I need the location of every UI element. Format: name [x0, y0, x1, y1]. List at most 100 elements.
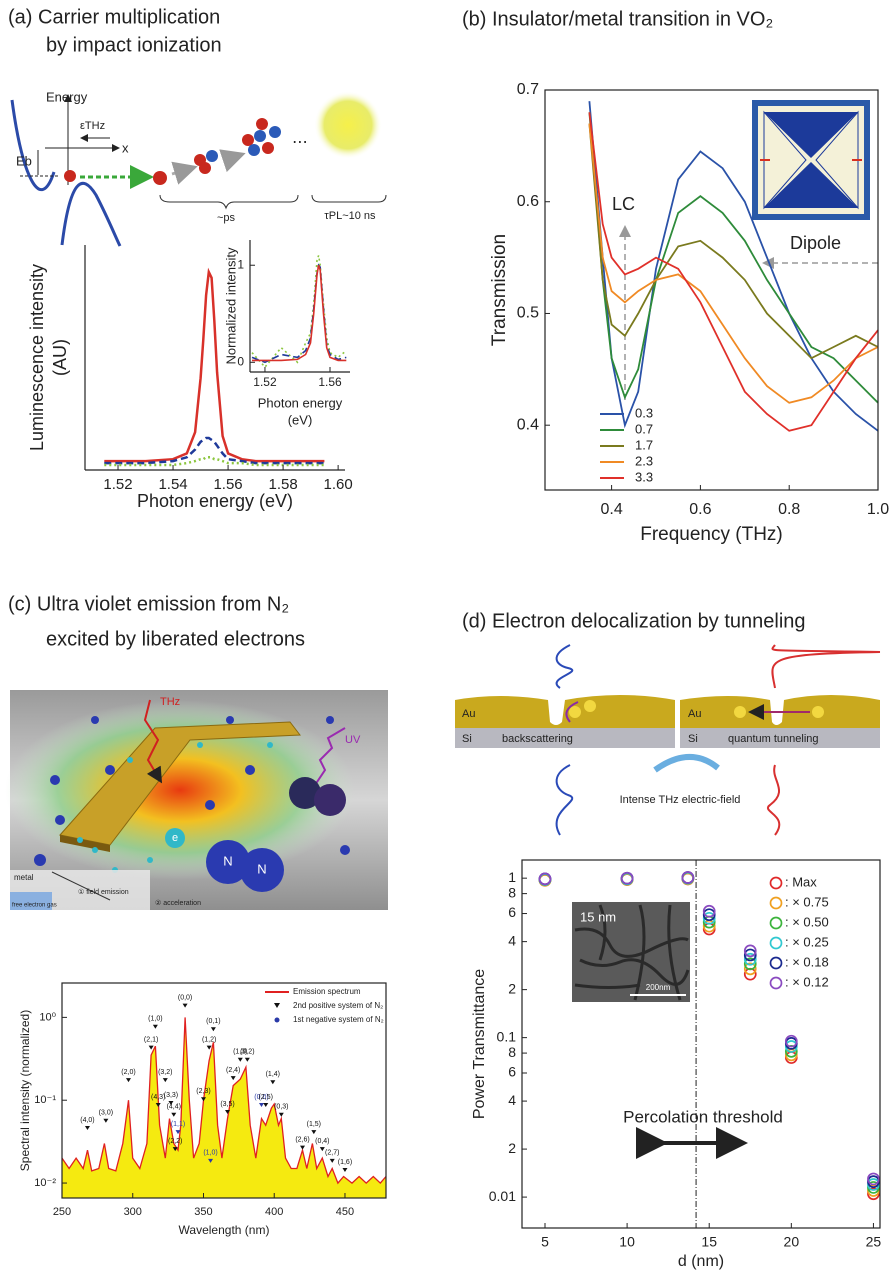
peak-label: (0,4) [315, 1138, 329, 1145]
y-tick-label: 6 [508, 1064, 516, 1080]
sem-texture [574, 904, 690, 1001]
gold-layer [680, 695, 880, 728]
diagram-label: x [122, 140, 129, 155]
legend-swatch [274, 1003, 280, 1008]
plot-frame [544, 89, 879, 491]
data-point [702, 904, 716, 918]
y-tick-label: 0.5 [517, 305, 539, 322]
peak-marker [225, 1110, 231, 1115]
thz-wave [555, 764, 574, 836]
peak-label: (2,2) [168, 1138, 182, 1145]
cascade-arrow [171, 161, 198, 185]
legend-label: 0.7 [635, 421, 653, 436]
x-tick-label: 0.4 [600, 501, 622, 518]
metal-block [10, 892, 52, 910]
series-line [588, 123, 879, 404]
peak-label: (0,0) [254, 1094, 268, 1101]
series-line [104, 436, 325, 465]
peak-label: (4,4) [167, 1104, 181, 1111]
molecule [240, 848, 284, 892]
peak-label: (4,3) [151, 1094, 165, 1101]
impact-ionization-diagram: Energy εTHz x Eb ⋯ ~ps τPL~10 ns [10, 89, 387, 247]
y-tick-label: 4 [508, 1092, 516, 1108]
x-tick-label: 1.58 [268, 476, 297, 493]
x-axis-label: Wavelength (nm) [179, 1223, 270, 1237]
carrier [153, 171, 167, 185]
peak-marker [171, 1112, 177, 1117]
brace [311, 194, 387, 203]
silicon-layer [680, 728, 880, 748]
y-tick-label: 0.1 [497, 1028, 517, 1044]
molecule [289, 777, 321, 809]
legend-swatch [274, 1017, 280, 1023]
illustration-label: free electron gas [12, 903, 57, 909]
x-tick-label: 250 [53, 1206, 71, 1218]
peak-label: (1,6) [338, 1159, 352, 1166]
annotation: Dipole [790, 233, 841, 253]
electron [165, 828, 185, 848]
data-point [867, 1187, 880, 1201]
panel-title: (c) Ultra violet emission from N₂ [8, 593, 289, 615]
charts: 1.52 1.54 1.56 1.58 1.60 Photon energy (eV) Lu… [18, 81, 889, 1270]
peak-label: (2,7) [325, 1150, 339, 1157]
x-tick-label: 1.0 [867, 501, 889, 518]
annotation: LC [612, 194, 635, 214]
y-tick-label: 1 [237, 257, 244, 271]
brace [159, 194, 299, 210]
diagram-label: τPL~10 ns [324, 210, 376, 222]
peak-label: (0,2) [240, 1049, 254, 1056]
potential-curve [60, 181, 122, 247]
legend-label: : × 0.50 [785, 914, 829, 929]
peak-label: (2,3) [196, 1088, 210, 1095]
diagram-label: Si [462, 733, 472, 745]
legend-label: : × 0.25 [785, 934, 829, 949]
diagram-label: Au [688, 708, 701, 720]
carrier [269, 126, 281, 138]
peak-label: (1,3) [233, 1049, 247, 1056]
peak-label: (1,5) [307, 1121, 321, 1128]
peak-label: (0,0) [178, 994, 192, 1001]
electron [812, 706, 824, 718]
x-tick-label: 350 [194, 1206, 212, 1218]
electron [734, 706, 746, 718]
emission-illustration: THz UV e N N metal free electron gas ① f… [5, 690, 388, 910]
panel-title: (b) Insulator/metal transition in VO₂ [462, 8, 773, 30]
legend-label: : × 0.18 [785, 954, 829, 969]
illustration-label: THz [160, 696, 180, 708]
illustration-label: ① field emission [78, 888, 129, 896]
peak-marker [258, 1103, 264, 1108]
x-tick-label: 1.52 [103, 476, 132, 493]
gold-layer [455, 695, 675, 728]
peak-label: (4,0) [80, 1117, 94, 1124]
annotation: Percolation threshold [623, 1107, 783, 1126]
y-tick-label: 2 [508, 980, 516, 996]
y-tick-label: 10⁻² [34, 1177, 56, 1189]
diagram-label: Au [462, 708, 475, 720]
diagram-label: Eb [16, 153, 32, 168]
peak-marker [230, 1076, 236, 1081]
peak-label: (0,1) [206, 1018, 220, 1025]
y-tick-label: 0.7 [517, 81, 539, 98]
peak-marker [210, 1027, 216, 1032]
peak-marker [319, 1147, 325, 1152]
carrier [256, 118, 268, 130]
diagram-label: Si [688, 733, 698, 745]
diagram-label: εTHz [80, 120, 105, 132]
x-axis-label: Frequency (THz) [640, 524, 783, 545]
peak-marker [148, 1045, 154, 1050]
x-tick-label: 400 [265, 1206, 283, 1218]
y-tick-label: 0 [237, 354, 244, 368]
data-point [620, 871, 634, 885]
y-axis-label: Transmission [489, 234, 510, 346]
x-axis-label: Photon energy [258, 395, 343, 410]
data-point [784, 1034, 798, 1048]
molecules [34, 716, 350, 866]
peak-label: (1,2) [202, 1036, 216, 1043]
y-axis-label: (AU) [50, 339, 70, 376]
bowtie [764, 112, 858, 208]
y-tick-label: 8 [508, 1044, 516, 1060]
peak-label: (3,3) [164, 1092, 178, 1099]
